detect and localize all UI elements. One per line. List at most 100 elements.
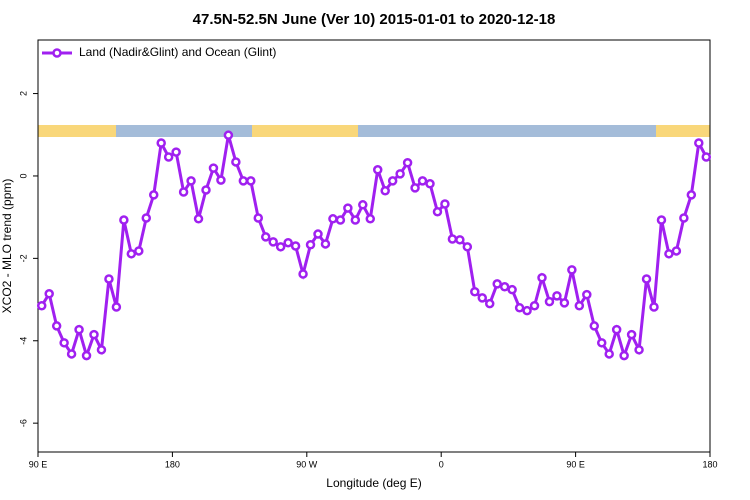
x-tick-label: 90 E	[566, 459, 585, 469]
data-point	[559, 298, 570, 308]
data-point	[447, 234, 458, 244]
data-point	[111, 302, 122, 312]
chart-title: 47.5N-52.5N June (Ver 10) 2015-01-01 to …	[193, 11, 556, 28]
data-point	[425, 179, 435, 189]
data-point	[290, 241, 301, 251]
data-point	[686, 190, 697, 200]
data-point	[201, 185, 211, 195]
data-point	[372, 165, 383, 175]
data-point	[343, 203, 353, 213]
data-point	[134, 246, 144, 256]
data-point	[507, 284, 517, 295]
data-point	[141, 213, 152, 223]
data-point	[178, 187, 189, 197]
data-point	[171, 147, 181, 157]
data-point	[417, 176, 428, 186]
y-tick-label: -6	[18, 419, 28, 427]
legend-marker	[52, 48, 62, 58]
data-point	[223, 130, 234, 140]
x-tick-label: 90 E	[29, 459, 48, 469]
data-point	[350, 215, 361, 225]
data-point	[148, 190, 159, 200]
data-point	[664, 249, 674, 259]
x-tick-label: 180	[702, 459, 717, 469]
data-point	[634, 345, 644, 355]
data-point	[552, 291, 562, 301]
data-point	[522, 305, 532, 316]
data-point	[484, 298, 495, 309]
data-point	[36, 300, 47, 311]
data-point	[246, 176, 256, 186]
x-tick-label: 90 W	[296, 459, 318, 469]
data-point	[567, 265, 577, 275]
data-point	[313, 229, 323, 239]
data-point	[462, 242, 473, 252]
data-point	[275, 242, 286, 252]
y-tick-label: 2	[18, 91, 28, 96]
data-point	[126, 249, 137, 259]
data-point	[671, 246, 682, 256]
data-point	[499, 282, 510, 292]
data-point	[238, 176, 249, 186]
data-point	[596, 338, 607, 348]
data-point	[305, 240, 316, 250]
y-axis-label: XCO2 - MLO trend (ppm)	[0, 179, 14, 314]
data-point	[335, 215, 346, 225]
data-point	[537, 272, 547, 283]
data-point	[440, 199, 450, 209]
data-point	[701, 152, 712, 162]
data-point	[298, 269, 308, 279]
data-point	[410, 183, 420, 193]
data-point	[283, 237, 293, 248]
data-point	[163, 152, 174, 162]
data-point	[514, 303, 525, 313]
data-point	[641, 274, 652, 284]
plot-frame	[37, 39, 711, 453]
data-point	[611, 324, 622, 335]
y-tick-label: -2	[18, 254, 28, 262]
data-point	[216, 175, 226, 185]
data-point	[193, 214, 204, 224]
data-point	[626, 329, 637, 340]
data-point	[268, 237, 278, 247]
data-point	[208, 163, 219, 173]
data-point	[89, 329, 99, 340]
x-tick-label: 0	[439, 459, 444, 469]
data-point	[649, 302, 659, 312]
data-point	[358, 200, 368, 210]
y-tick-label: 0	[18, 173, 28, 178]
data-point	[44, 289, 54, 299]
data-point	[74, 324, 84, 335]
data-point	[402, 158, 413, 168]
data-point	[387, 176, 398, 186]
data-point	[328, 214, 338, 224]
data-point	[119, 215, 129, 225]
data-point	[589, 321, 600, 331]
data-point	[380, 186, 390, 196]
data-point	[395, 169, 405, 179]
data-point	[492, 279, 502, 289]
data-point	[544, 296, 555, 307]
data-point	[477, 293, 488, 303]
data-point	[59, 338, 69, 348]
data-point	[365, 214, 376, 224]
data-point	[156, 138, 166, 148]
data-point	[66, 349, 77, 359]
data-point	[231, 157, 241, 167]
data-point	[320, 239, 331, 249]
data-point	[679, 213, 689, 223]
data-point	[96, 345, 107, 355]
y-tick-label: -4	[18, 337, 28, 345]
data-point	[694, 138, 704, 148]
data-point	[529, 300, 540, 311]
data-point	[432, 207, 443, 217]
x-tick-label: 180	[165, 459, 180, 469]
data-point	[81, 350, 92, 361]
x-axis-label: Longitude (deg E)	[326, 476, 421, 490]
data-point	[582, 289, 592, 300]
data-point	[619, 350, 629, 361]
legend-label: Land (Nadir&Glint) and Ocean (Glint)	[79, 45, 276, 59]
data-point	[574, 300, 585, 311]
data-point	[604, 349, 614, 359]
